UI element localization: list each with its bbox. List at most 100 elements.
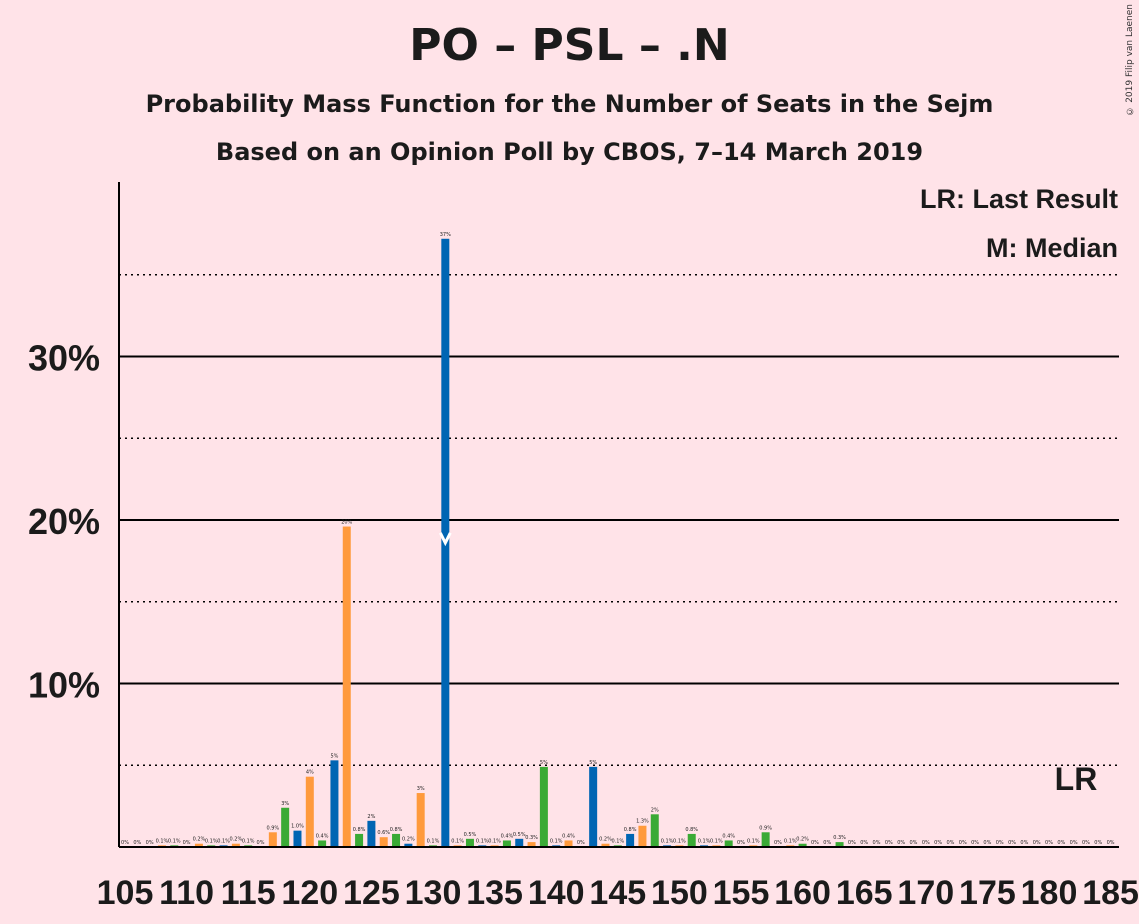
bar xyxy=(724,840,733,847)
bar-value-label: 0% xyxy=(860,840,868,846)
legend-median: M: Median xyxy=(986,233,1118,263)
bar-value-label: 0.1% xyxy=(451,838,464,844)
bar xyxy=(527,842,536,847)
x-tick-label: 175 xyxy=(959,874,1016,912)
bar-value-label: 0% xyxy=(183,840,191,846)
bar-value-label: 0% xyxy=(1033,840,1041,846)
bar-value-label: 0% xyxy=(971,840,979,846)
bar-value-label: 0.1% xyxy=(710,838,723,844)
x-tick-label: 115 xyxy=(221,874,276,912)
bar xyxy=(305,776,314,847)
x-tick-label: 160 xyxy=(774,874,831,912)
bar-value-label: 0% xyxy=(1094,840,1102,846)
x-tick-label: 120 xyxy=(281,874,338,912)
x-tick-label: 125 xyxy=(343,874,400,912)
bar xyxy=(626,833,635,847)
bar-value-label: 0.4% xyxy=(722,833,735,839)
bar-value-label: 0.9% xyxy=(759,825,772,831)
bar xyxy=(564,840,573,847)
bar xyxy=(502,840,511,847)
bar-value-label: 0% xyxy=(873,840,881,846)
bar-value-label: 0% xyxy=(983,840,991,846)
bar-value-label: 0% xyxy=(823,840,831,846)
bar-value-label: 0.8% xyxy=(685,827,698,833)
bar xyxy=(355,833,364,847)
bar-value-label: 2% xyxy=(651,807,659,813)
bar-value-label: 0.1% xyxy=(156,838,169,844)
bar xyxy=(638,825,647,847)
bar-value-label: 0% xyxy=(897,840,905,846)
y-tick-label: 10% xyxy=(28,665,100,706)
bar xyxy=(687,833,696,847)
bar-value-label: 1.3% xyxy=(636,819,649,825)
bar xyxy=(281,807,290,847)
bar-value-label: 0.1% xyxy=(476,838,489,844)
bar-value-label: 0% xyxy=(959,840,967,846)
bar xyxy=(650,814,659,847)
chart-bar-labels: 0% 0% 0% 0.1% 0.1% 0%0.2% 0.1% 0.1% 0.2% 0.1% 0%0.… xyxy=(121,232,1115,846)
bar xyxy=(392,833,401,847)
chart-markers: LR xyxy=(438,532,1098,797)
bar-value-label: 0% xyxy=(848,840,856,846)
bar-value-label: 0% xyxy=(257,840,265,846)
bar-value-label: 0% xyxy=(1082,840,1090,846)
bar-value-label: 0.1% xyxy=(242,838,255,844)
bar xyxy=(416,793,425,847)
bar xyxy=(194,843,203,847)
bar xyxy=(539,766,548,847)
bar-value-label: 0% xyxy=(1045,840,1053,846)
x-tick-label: 140 xyxy=(528,874,585,912)
bar-value-label: 37% xyxy=(440,232,451,238)
bar-value-label: 0.6% xyxy=(377,830,390,836)
bar-value-label: 0% xyxy=(922,840,930,846)
bar xyxy=(798,843,807,847)
bar xyxy=(601,843,610,847)
bar-value-label: 0.8% xyxy=(624,827,637,833)
bar xyxy=(231,843,240,847)
chart-grid xyxy=(119,274,1119,766)
bar-value-label: 0% xyxy=(1008,840,1016,846)
bar xyxy=(330,760,339,847)
x-tick-label: 150 xyxy=(651,874,708,912)
median-marker xyxy=(438,532,452,547)
bar-value-label: 0% xyxy=(146,840,154,846)
x-tick-label: 145 xyxy=(589,874,646,912)
bar-value-label: 0.9% xyxy=(266,825,279,831)
bar-value-label: 0.1% xyxy=(168,838,181,844)
bar-value-label: 0.4% xyxy=(562,833,575,839)
bar xyxy=(318,840,327,847)
bar-value-label: 0.1% xyxy=(205,838,218,844)
bar-value-label: 0% xyxy=(121,840,129,846)
bar-value-label: 0% xyxy=(1057,840,1065,846)
bar-value-label: 0% xyxy=(133,840,141,846)
bar-value-label: 0% xyxy=(910,840,918,846)
bar-value-label: 0.1% xyxy=(661,838,674,844)
bar-value-label: 0.2% xyxy=(599,837,612,843)
y-axis: 10% 20% 30% xyxy=(28,182,120,847)
x-axis: 105 110 115 120 125 130 135 140 145 150 155 160 165 1… xyxy=(97,846,1139,912)
bar xyxy=(404,843,413,847)
bar-value-label: 2% xyxy=(367,814,375,820)
legend-last-result: LR: Last Result xyxy=(920,184,1118,214)
bar-value-label: 0.5% xyxy=(464,832,477,838)
bar xyxy=(465,838,474,847)
bar-value-label: 0.1% xyxy=(217,838,230,844)
bar-value-label: 5% xyxy=(589,760,597,766)
bar-value-label: 0% xyxy=(737,840,745,846)
bar-value-label: 0.2% xyxy=(230,837,243,843)
x-tick-label: 165 xyxy=(836,874,893,912)
last-result-marker: LR xyxy=(1055,761,1098,797)
bar-value-label: 0.1% xyxy=(784,838,797,844)
bar-value-label: 0.1% xyxy=(698,838,711,844)
bar-value-label: 4% xyxy=(306,770,314,776)
bar xyxy=(515,838,524,847)
bar-value-label: 5% xyxy=(330,753,338,759)
bar-value-label: 0.1% xyxy=(550,838,563,844)
bar xyxy=(268,832,277,847)
bar-value-label: 0% xyxy=(1070,840,1078,846)
bar xyxy=(342,526,351,847)
bar-value-label: 0.2% xyxy=(402,837,415,843)
bar xyxy=(835,842,844,847)
bar-value-label: 0.8% xyxy=(390,827,403,833)
